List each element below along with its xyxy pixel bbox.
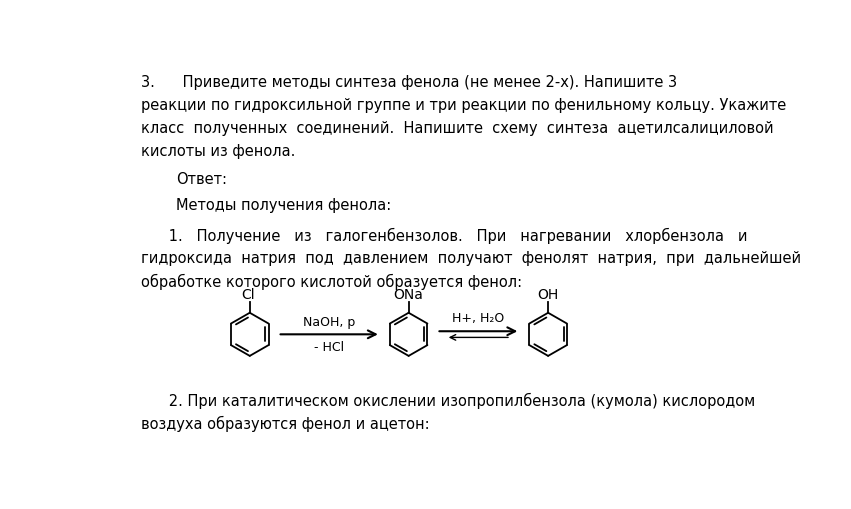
Text: гидроксида  натрия  под  давлением  получают  фенолят  натрия,  при  дальнейшей: гидроксида натрия под давлением получают…: [141, 250, 802, 265]
Text: ONa: ONa: [394, 288, 424, 302]
Text: обработке которого кислотой образуется фенол:: обработке которого кислотой образуется ф…: [141, 273, 523, 289]
Text: кислоты из фенола.: кислоты из фенола.: [141, 144, 295, 159]
Text: OH: OH: [538, 288, 559, 302]
Text: Cl: Cl: [242, 288, 255, 302]
Text: - HCl: - HCl: [314, 341, 345, 354]
Text: 2. При каталитическом окислении изопропилбензола (кумола) кислородом: 2. При каталитическом окислении изопропи…: [141, 392, 756, 408]
Text: Методы получения фенола:: Методы получения фенола:: [176, 198, 391, 213]
Text: NaOH, р: NaOH, р: [303, 316, 356, 328]
Text: Ответ:: Ответ:: [176, 172, 227, 187]
Text: реакции по гидроксильной группе и три реакции по фенильному кольцу. Укажите: реакции по гидроксильной группе и три ре…: [141, 98, 786, 113]
Text: 1.   Получение   из   галогенбензолов.   При   нагревании   хлорбензола   и: 1. Получение из галогенбензолов. При наг…: [141, 227, 748, 243]
Text: класс  полученных  соединений.  Напишите  схему  синтеза  ацетилсалициловой: класс полученных соединений. Напишите сх…: [141, 121, 774, 136]
Text: воздуха образуются фенол и ацетон:: воздуха образуются фенол и ацетон:: [141, 415, 430, 432]
Text: 3.      Приведите методы синтеза фенола (не менее 2-х). Напишите 3: 3. Приведите методы синтеза фенола (не м…: [141, 75, 677, 90]
Text: H+, H₂O: H+, H₂O: [452, 311, 505, 324]
